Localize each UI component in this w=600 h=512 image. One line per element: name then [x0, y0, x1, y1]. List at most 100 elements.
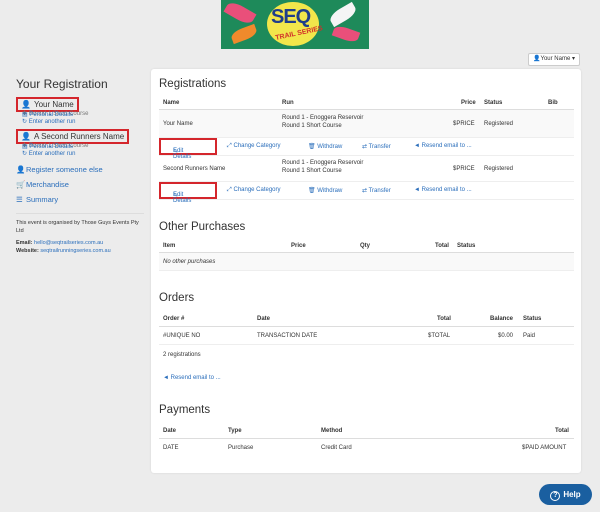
- transfer-link[interactable]: ⇄ Transfer: [362, 143, 391, 150]
- withdraw-link[interactable]: 🗑 Withdraw: [308, 187, 342, 194]
- nav-label: Summary: [26, 195, 59, 204]
- order-balance: $0.00: [498, 333, 514, 339]
- event-banner: SEQ TRAIL SERIES: [221, 0, 369, 49]
- other-purchases-title: Other Purchases: [159, 221, 246, 233]
- merchandise-link[interactable]: 🛒Merchandise: [16, 177, 144, 192]
- orders-resend-email-link[interactable]: ◄ Resend email to ...: [163, 375, 221, 381]
- row-name: Second Runners Name: [163, 166, 226, 172]
- row-price: $PRICE: [453, 166, 475, 172]
- change-category-link[interactable]: ⤢ Change Category: [227, 187, 281, 194]
- website-line: Website: seqtrailrunningseries.com.au: [16, 248, 144, 256]
- trash-icon: 🗑: [308, 144, 316, 150]
- col-date: Date: [163, 428, 177, 434]
- payment-type: Purchase: [228, 445, 254, 451]
- send-icon: ◄: [414, 187, 420, 193]
- enter-another-label: Enter another run: [28, 151, 76, 157]
- payment-method: Credit Card: [321, 445, 352, 451]
- organiser-text: This event is organised by Those Guys Ev…: [16, 220, 139, 234]
- personal-details-link[interactable]: ▤ Personal Details: [22, 144, 74, 150]
- registrations-title: Registrations: [159, 78, 227, 90]
- person-icon: 👤: [21, 100, 31, 109]
- logo-text: SEQ: [271, 6, 311, 28]
- leaf-decoration: [229, 23, 259, 45]
- withdraw-label: Withdraw: [317, 188, 343, 194]
- col-method: Method: [321, 428, 343, 434]
- table-header: Item Price Qty Total Status: [159, 239, 574, 253]
- edit-icon: ✎: [173, 193, 179, 199]
- enter-another-run-link[interactable]: ↻ Enter another run: [22, 119, 76, 125]
- personal-details-label: Personal Details: [29, 144, 74, 150]
- entrant-name: A Second Runners Name: [33, 132, 125, 141]
- row-name: Your Name: [163, 121, 193, 127]
- payments-table: Date Type Method Total DATE Purchase Cre…: [159, 422, 574, 457]
- order-date: TRANSACTION DATE: [257, 333, 318, 339]
- table-row: #UNIQUE NO TRANSACTION DATE $TOTAL $0.00…: [159, 327, 574, 345]
- transfer-label: Transfer: [368, 188, 391, 194]
- registrations-count: 2 registrations: [163, 352, 201, 358]
- col-status: Status: [457, 243, 476, 249]
- orders-title: Orders: [159, 292, 195, 304]
- withdraw-link[interactable]: 🗑 Withdraw: [308, 143, 342, 150]
- order-status: Paid: [523, 333, 536, 339]
- person-icon: 👤: [21, 132, 31, 141]
- change-label: Change Category: [233, 143, 281, 149]
- transfer-icon: ⇄: [362, 144, 368, 150]
- order-number: #UNIQUE NO: [163, 333, 201, 339]
- email-line: Email: hello@seqtrailseries.com.au: [16, 240, 144, 248]
- race-item: ✱ Round 1 Short Course: [22, 143, 89, 149]
- table-row: 2 registrations: [159, 345, 574, 363]
- add-user-icon: 👤: [16, 165, 26, 174]
- help-button[interactable]: ? Help: [539, 484, 592, 505]
- table-row: Your Name Round 1 - Enoggera Reservoir R…: [159, 110, 574, 138]
- row-status: Registered: [484, 121, 514, 127]
- email-link[interactable]: hello@seqtrailseries.com.au: [34, 240, 104, 246]
- personal-details-link[interactable]: ▤ Personal Details: [22, 112, 74, 118]
- row-actions: ✎ Edit Details ⤢ Change Category 🗑 Withd…: [159, 138, 574, 160]
- transfer-label: Transfer: [368, 144, 391, 150]
- resend-label: Resend email to ...: [421, 143, 472, 149]
- table-row: No other purchases: [159, 253, 574, 271]
- col-price: Price: [461, 100, 476, 106]
- send-icon: ◄: [163, 375, 169, 381]
- edit-icon: ✎: [173, 149, 179, 155]
- enter-another-label: Enter another run: [28, 119, 76, 125]
- resend-label: Resend email to ...: [421, 187, 472, 193]
- website-link[interactable]: seqtrailrunningseries.com.au: [40, 247, 111, 254]
- entrant-2-name-box[interactable]: 👤 A Second Runners Name: [16, 129, 130, 144]
- col-price: Price: [291, 243, 306, 249]
- edit-details-button[interactable]: ✎ Edit Details: [159, 138, 217, 160]
- logo-badge: [267, 2, 319, 46]
- table-header: Name Run Price Status Bib: [159, 96, 574, 110]
- row-run-event: Round 1 - Enoggera Reservoir: [282, 115, 364, 121]
- col-status: Status: [484, 100, 503, 106]
- resend-email-link[interactable]: ◄ Resend email to ...: [414, 143, 472, 149]
- row-run-course: Round 1 Short Course: [282, 123, 342, 129]
- summary-link[interactable]: ☰ Summary: [16, 192, 144, 207]
- col-run: Run: [282, 100, 294, 106]
- row-price: $PRICE: [453, 121, 475, 127]
- payment-total: $PAID AMOUNT: [522, 445, 567, 451]
- transfer-icon: ⇄: [362, 188, 368, 194]
- entrant-1-name-box[interactable]: 👤 Your Name: [16, 97, 79, 112]
- leaf-decoration: [223, 0, 257, 27]
- col-total: Total: [435, 243, 449, 249]
- user-menu-label: Your Name: [540, 56, 571, 62]
- col-total: Total: [555, 428, 569, 434]
- col-date: Date: [257, 316, 271, 322]
- enter-another-run-link[interactable]: ↻ Enter another run: [22, 151, 76, 157]
- table-row: DATE Purchase Credit Card $PAID AMOUNT: [159, 439, 574, 457]
- transfer-link[interactable]: ⇄ Transfer: [362, 187, 391, 194]
- register-someone-else-link[interactable]: 👤Register someone else: [16, 162, 144, 177]
- col-type: Type: [228, 428, 242, 434]
- user-menu-button[interactable]: 👤Your Name ▾: [528, 53, 580, 66]
- resend-email-link[interactable]: ◄ Resend email to ...: [414, 187, 472, 193]
- row-actions: ✎ Edit Details ⤢ Change Category 🗑 Withd…: [159, 182, 574, 204]
- divider: [16, 213, 144, 214]
- change-category-link[interactable]: ⤢ Change Category: [227, 143, 281, 150]
- payments-title: Payments: [159, 404, 211, 416]
- table-header: Date Type Method Total: [159, 422, 574, 439]
- col-bib: Bib: [548, 100, 558, 106]
- send-icon: ◄: [414, 143, 420, 149]
- row-status: Registered: [484, 166, 514, 172]
- edit-details-button[interactable]: ✎ Edit Details: [159, 182, 217, 204]
